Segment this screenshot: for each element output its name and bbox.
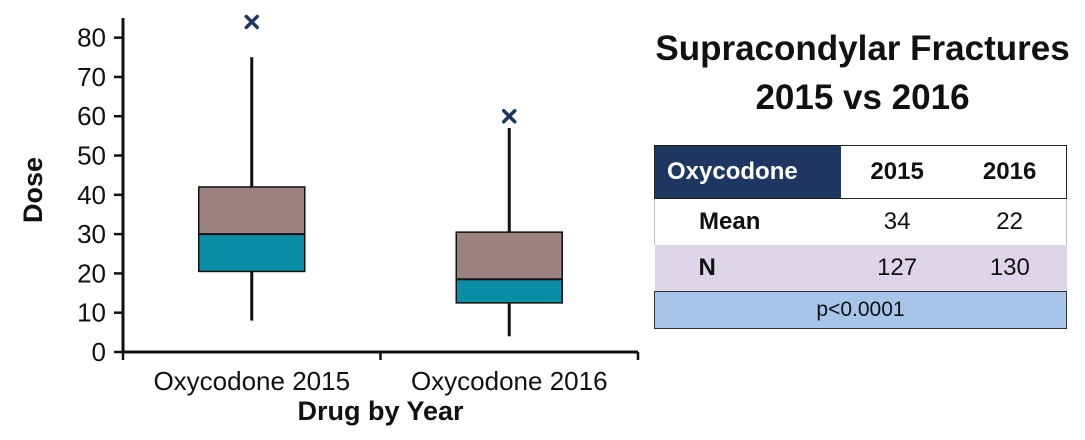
y-tick-label: 40 bbox=[77, 180, 106, 210]
x-tick-label: Oxycodone 2016 bbox=[411, 366, 608, 396]
stats-row-label: Mean bbox=[699, 208, 761, 235]
stats-year-2015: 2015 bbox=[870, 158, 924, 185]
stats-cell: 130 bbox=[989, 254, 1030, 281]
x-axis-title: Drug by Year bbox=[297, 396, 464, 426]
x-tick-label: Oxycodone 2015 bbox=[153, 366, 350, 396]
p-value: p<0.0001 bbox=[654, 291, 1067, 329]
stats-table: Oxycodone 2015 2016 Mean 34 22 N 127 130… bbox=[654, 145, 1067, 329]
y-tick-label: 70 bbox=[77, 62, 106, 92]
stats-row-label: N bbox=[698, 254, 716, 281]
y-tick-label: 20 bbox=[77, 258, 106, 288]
y-tick-label: 50 bbox=[77, 141, 106, 171]
outlier-point bbox=[244, 14, 259, 30]
y-tick-label: 30 bbox=[77, 219, 106, 249]
stats-cell: 22 bbox=[996, 208, 1023, 235]
stats-header-row: Oxycodone 2015 2016 bbox=[654, 145, 1067, 199]
stats-corner-label: Oxycodone bbox=[654, 145, 841, 199]
box-plot: 0 10 20 30 40 50 60 70 80 Oxycodone 2015 Oxycodone… bbox=[18, 14, 640, 426]
stats-year-2016: 2016 bbox=[982, 158, 1037, 185]
title-line-2: 2015 vs 2016 bbox=[755, 78, 970, 117]
y-tick-label: 10 bbox=[77, 298, 106, 328]
stats-row-mean: Mean 34 22 bbox=[654, 198, 1067, 245]
stats-row-pvalue: p<0.0001 bbox=[654, 291, 1067, 329]
box-upper bbox=[198, 186, 306, 235]
panel-title: Supracondylar Fractures 2015 vs 2016 bbox=[640, 24, 1085, 122]
box-upper bbox=[455, 231, 563, 281]
y-tick-label: 0 bbox=[92, 337, 106, 367]
stats-cell: 127 bbox=[877, 254, 918, 281]
box-lower bbox=[198, 233, 306, 273]
box-lower bbox=[455, 278, 563, 304]
y-tick-label: 60 bbox=[77, 101, 106, 131]
stats-row-n: N 127 130 bbox=[654, 245, 1067, 292]
y-axis-title: Dose bbox=[18, 157, 48, 223]
y-tick-label: 80 bbox=[77, 23, 106, 53]
stats-cell: 34 bbox=[883, 208, 911, 235]
title-line-1: Supracondylar Fractures bbox=[655, 29, 1070, 68]
outlier-point bbox=[502, 108, 517, 124]
